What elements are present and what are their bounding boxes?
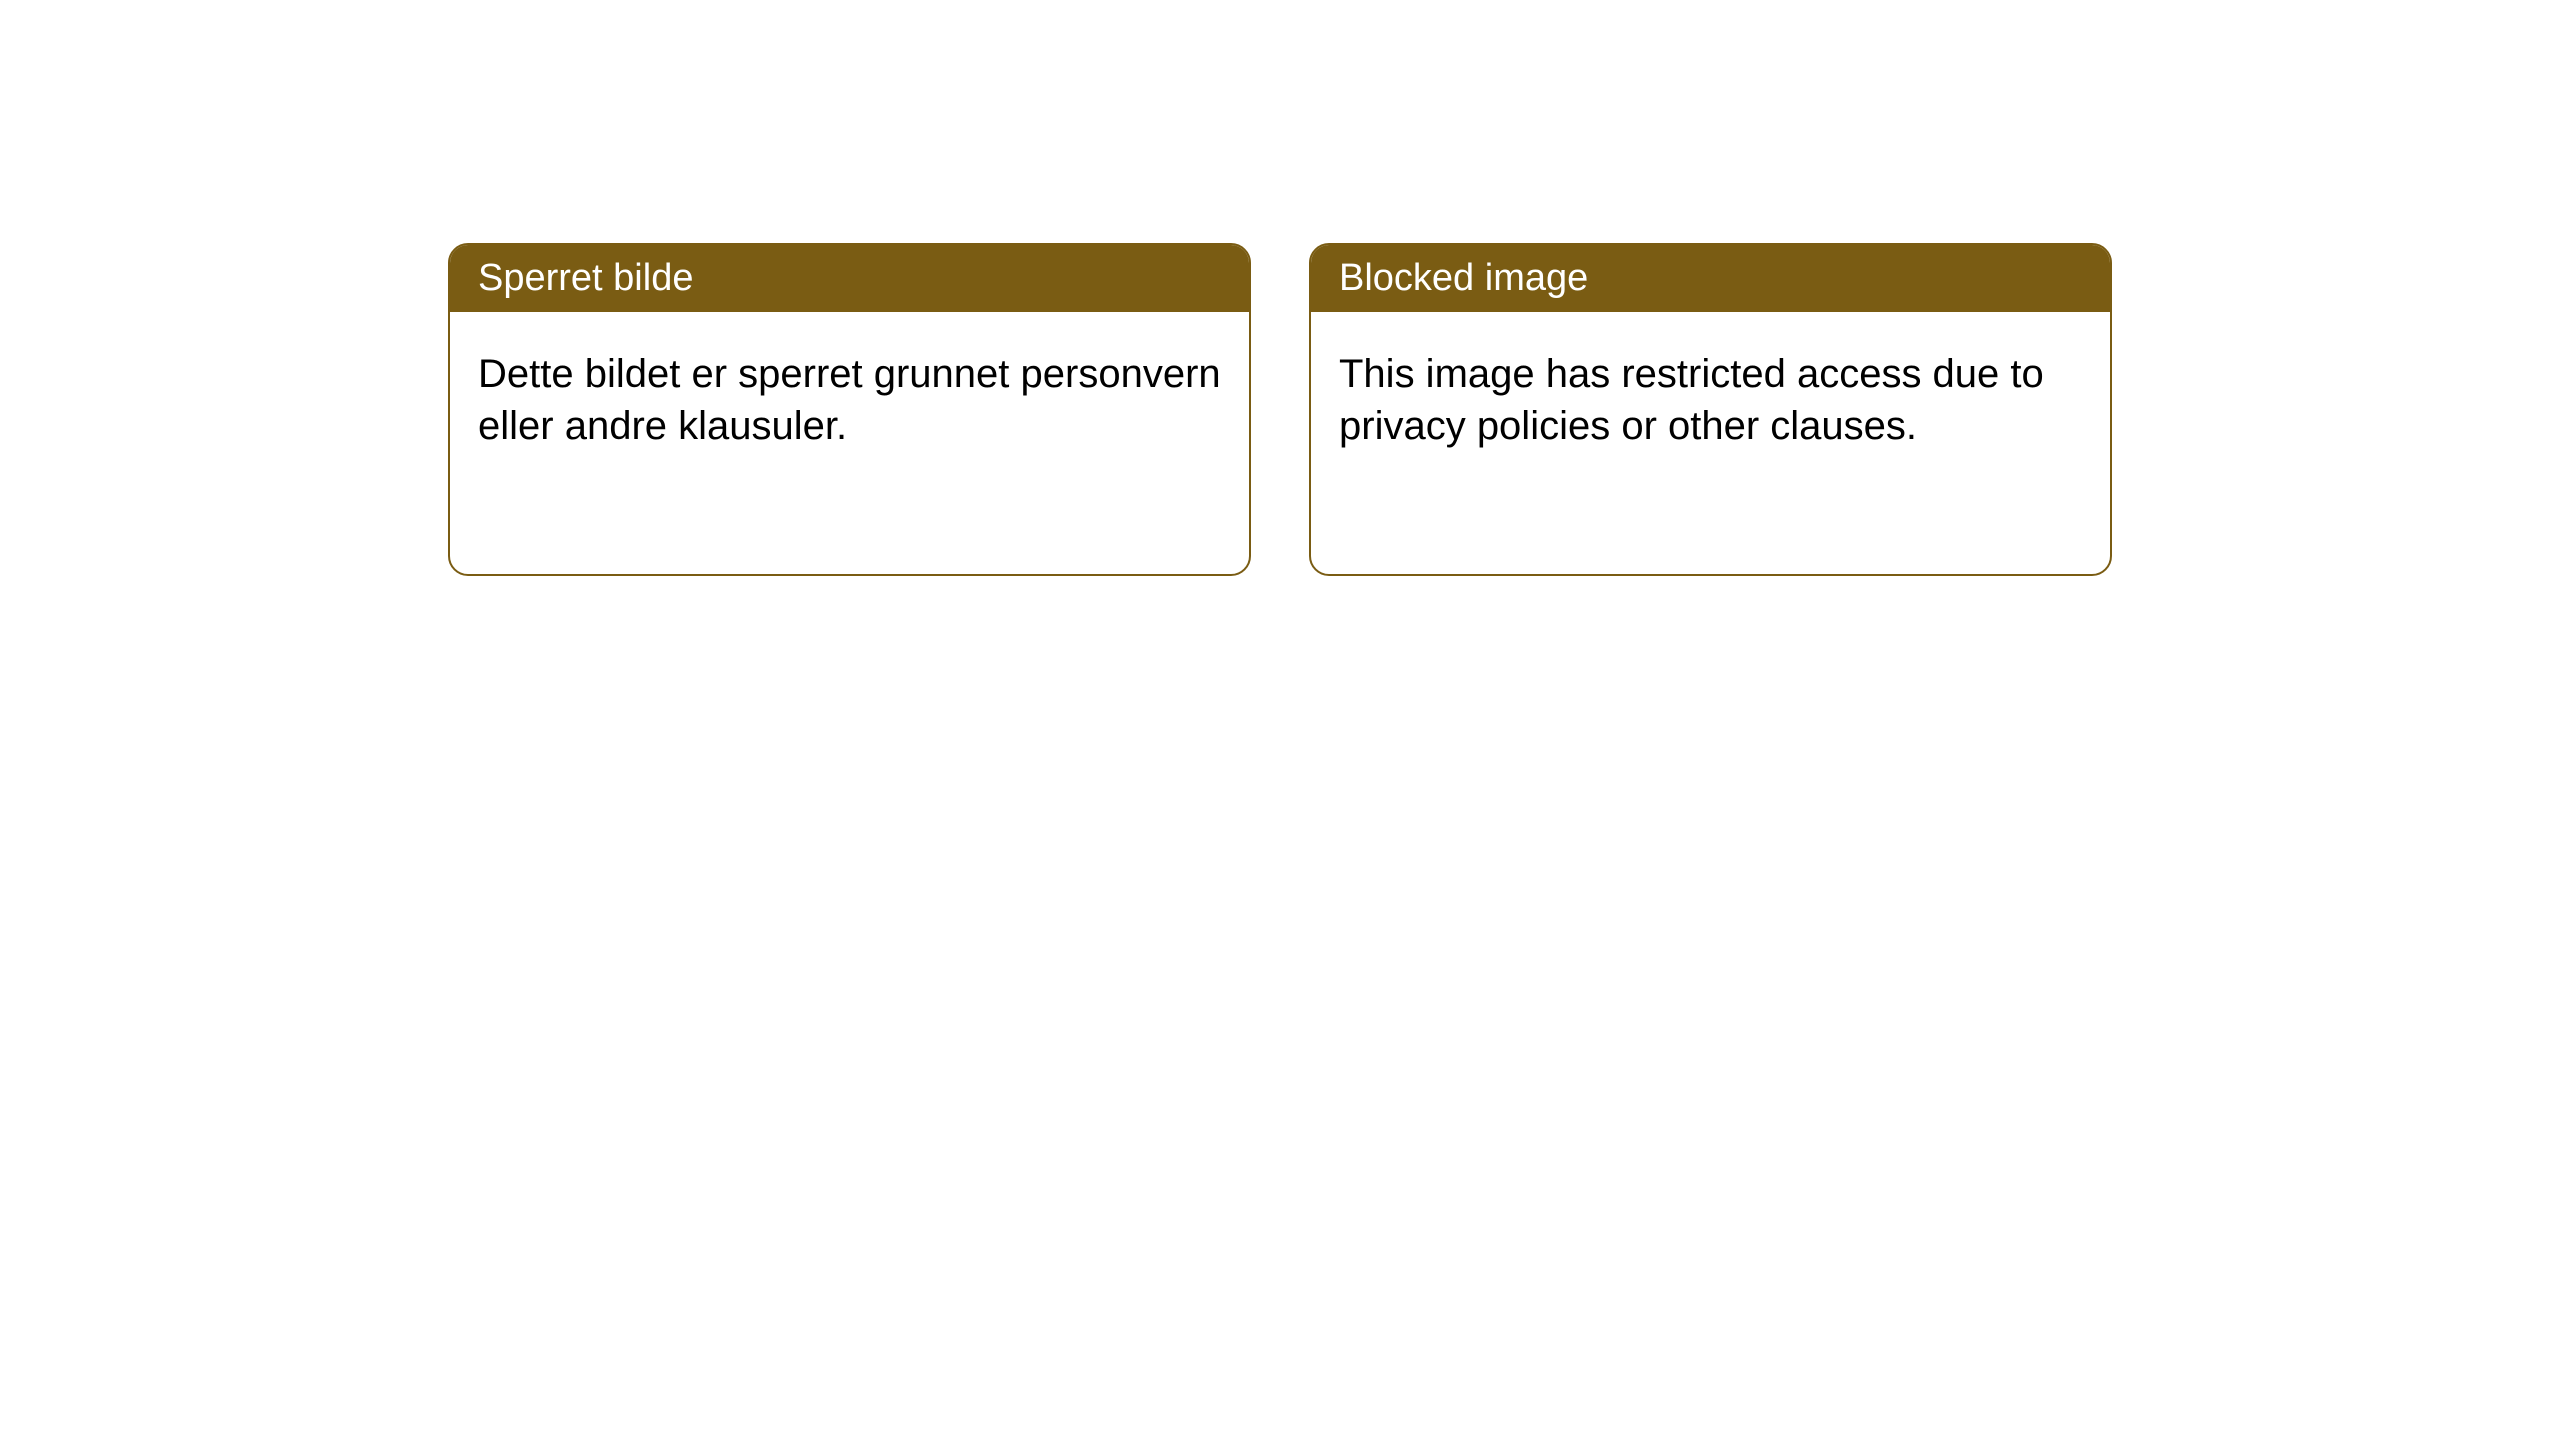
notice-card-header: Sperret bilde <box>450 245 1249 312</box>
notice-card-body: Dette bildet er sperret grunnet personve… <box>450 312 1249 488</box>
notice-card-norwegian: Sperret bilde Dette bildet er sperret gr… <box>448 243 1251 576</box>
notice-card-english: Blocked image This image has restricted … <box>1309 243 2112 576</box>
notice-card-body-text: This image has restricted access due to … <box>1339 352 2044 448</box>
notice-card-title: Sperret bilde <box>478 257 693 299</box>
notice-card-body: This image has restricted access due to … <box>1311 312 2110 488</box>
notice-cards-container: Sperret bilde Dette bildet er sperret gr… <box>0 0 2560 576</box>
notice-card-body-text: Dette bildet er sperret grunnet personve… <box>478 352 1221 448</box>
notice-card-title: Blocked image <box>1339 257 1588 299</box>
notice-card-header: Blocked image <box>1311 245 2110 312</box>
